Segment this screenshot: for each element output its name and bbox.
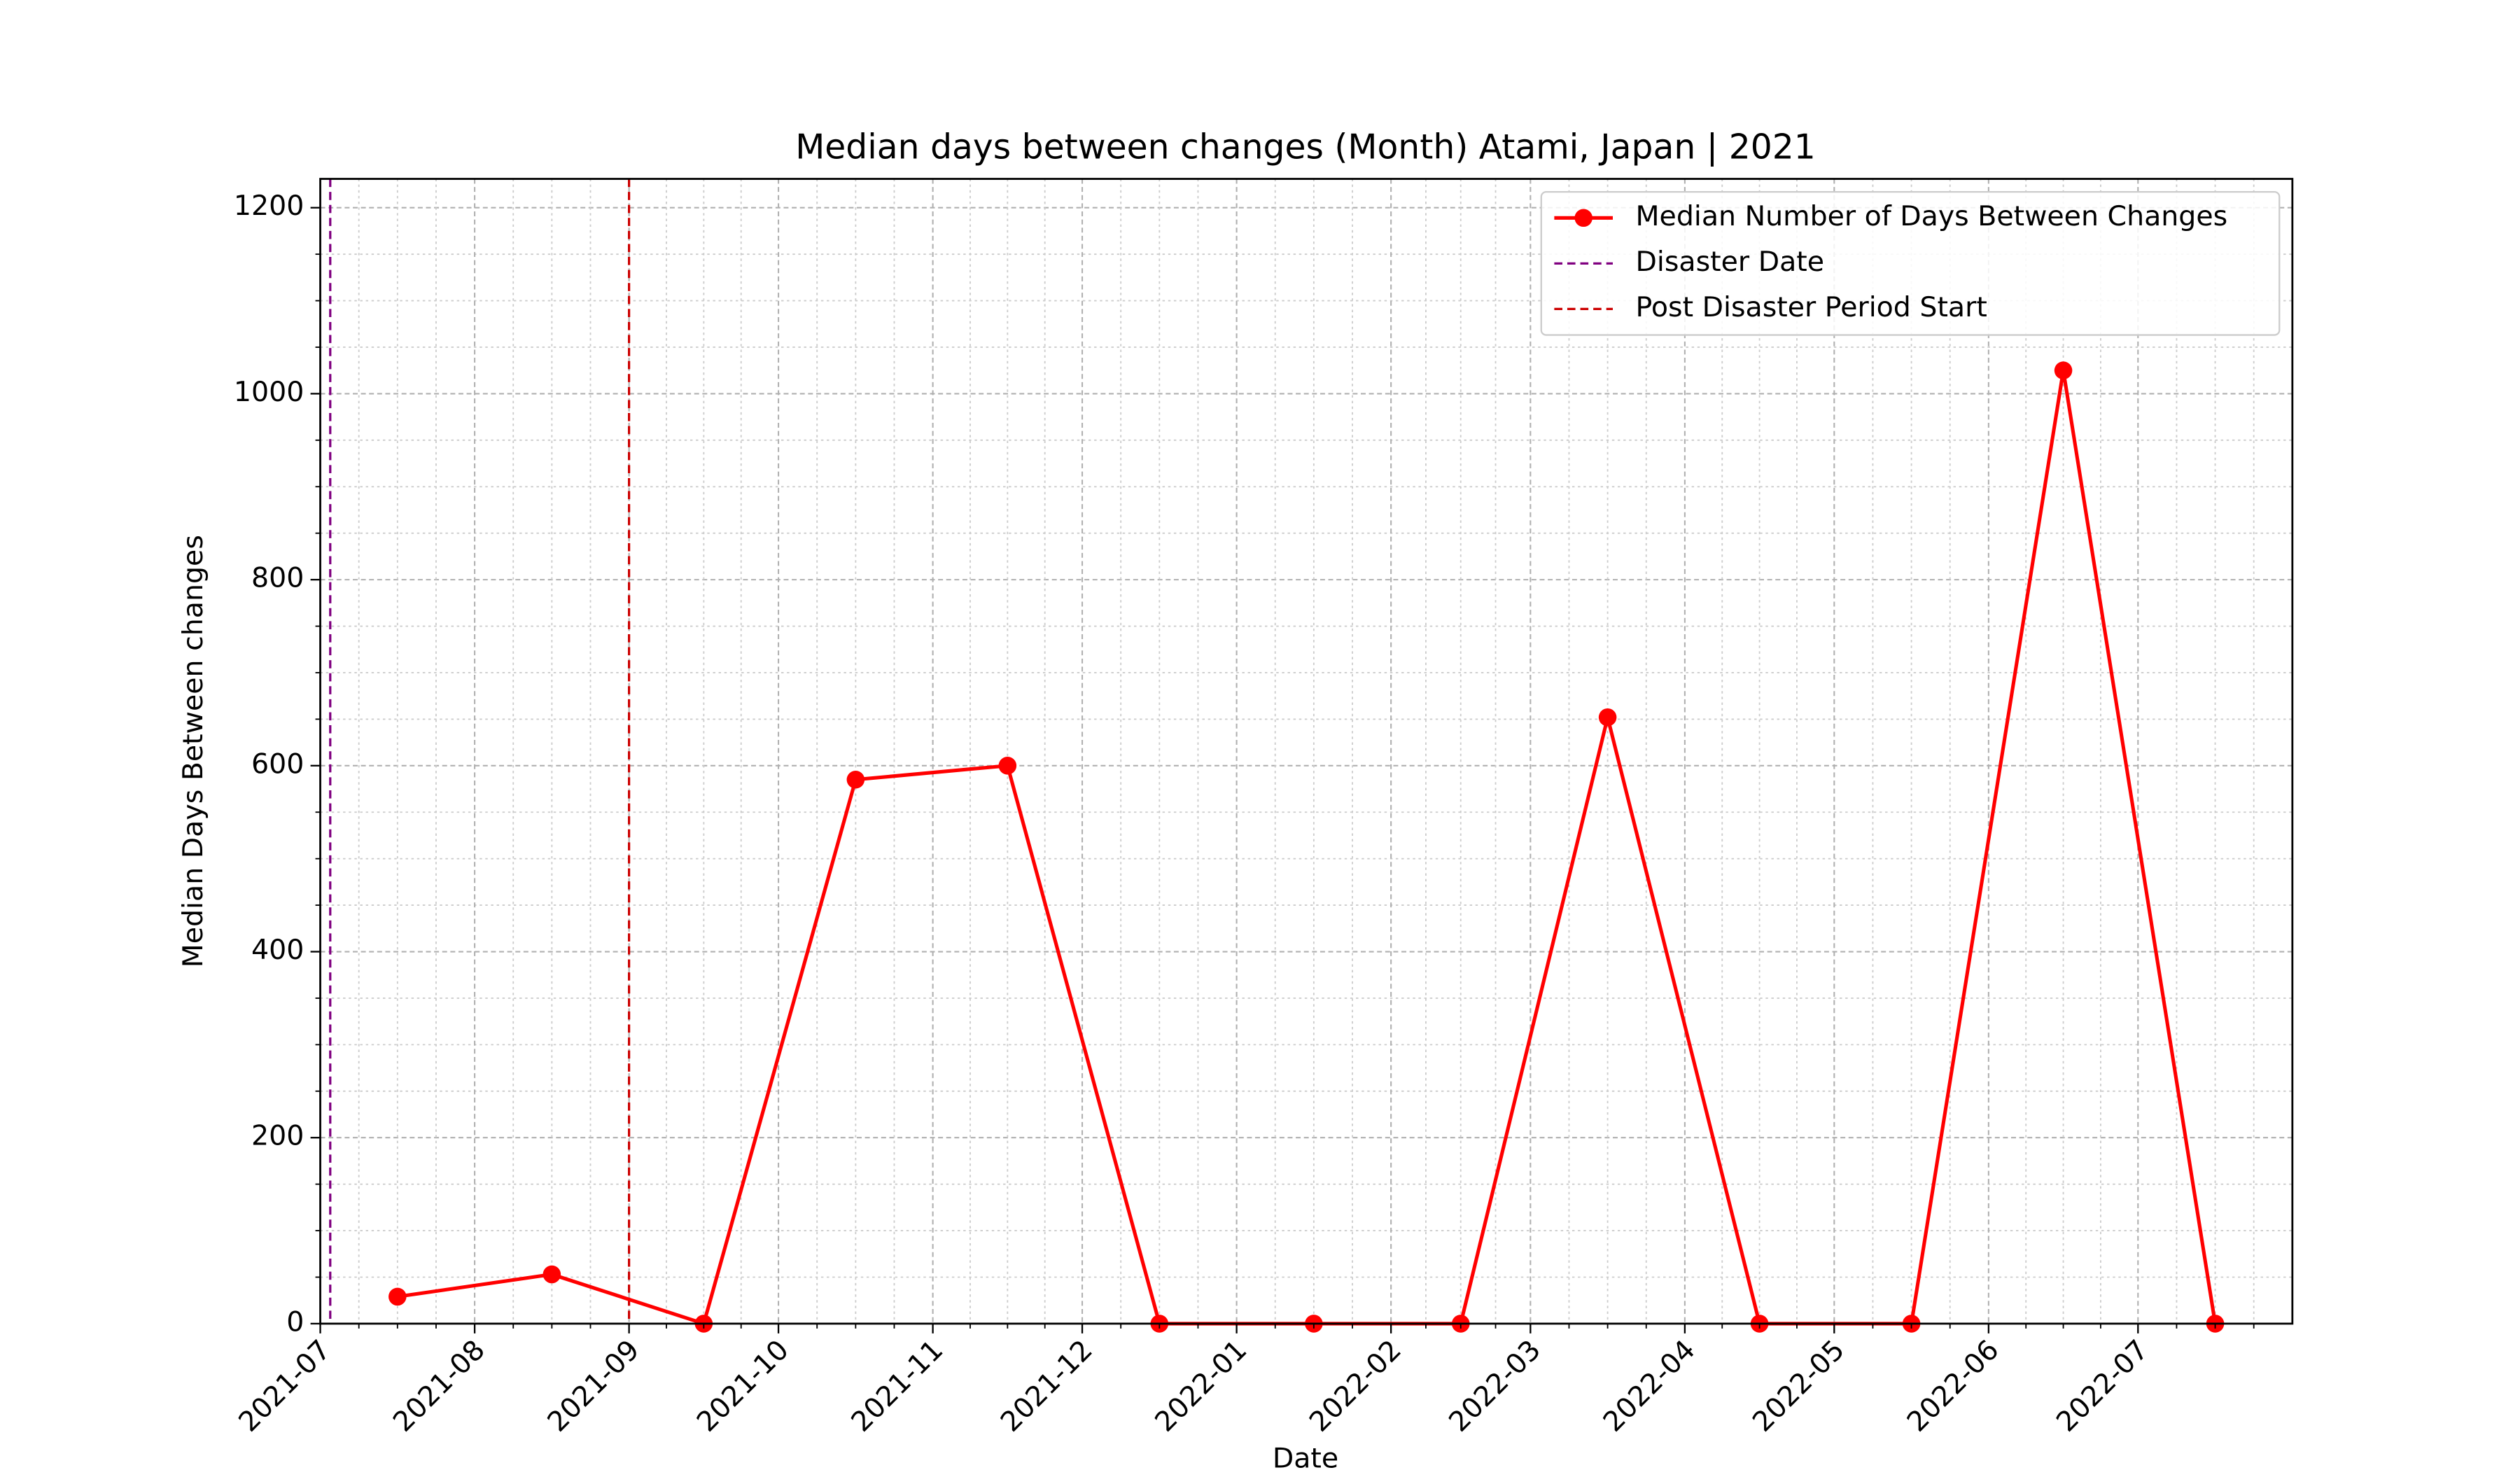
axes-frame bbox=[319, 178, 2294, 1325]
y-tick-label: 800 bbox=[251, 562, 304, 594]
legend-marker bbox=[1574, 209, 1592, 227]
y-tick-label: 600 bbox=[251, 748, 304, 780]
legend-label: Post Disaster Period Start bbox=[1636, 291, 1987, 323]
data-point bbox=[388, 1287, 407, 1306]
legend-box bbox=[1540, 190, 2281, 336]
y-tick-label: 0 bbox=[286, 1306, 304, 1338]
x-axis-label: Date bbox=[1273, 1443, 1338, 1470]
y-tick-label: 200 bbox=[251, 1120, 304, 1152]
data-point bbox=[846, 770, 865, 789]
data-point bbox=[1598, 708, 1617, 727]
y-tick-label: 400 bbox=[251, 934, 304, 966]
chart-title: Median days between changes (Month) Atam… bbox=[795, 127, 1816, 167]
y-axis-label: Median Days Between changes bbox=[177, 535, 209, 967]
legend-label: Disaster Date bbox=[1636, 246, 1825, 278]
data-point bbox=[542, 1265, 561, 1284]
data-point bbox=[998, 757, 1017, 775]
y-tick-label: 1000 bbox=[234, 376, 304, 408]
legend-label: Median Number of Days Between Changes bbox=[1636, 200, 2228, 232]
y-tick-label: 1200 bbox=[234, 190, 304, 222]
data-point bbox=[2054, 361, 2073, 379]
grid bbox=[315, 178, 2292, 1324]
legend: Median Number of Days Between Changes Dis… bbox=[1540, 190, 2281, 336]
